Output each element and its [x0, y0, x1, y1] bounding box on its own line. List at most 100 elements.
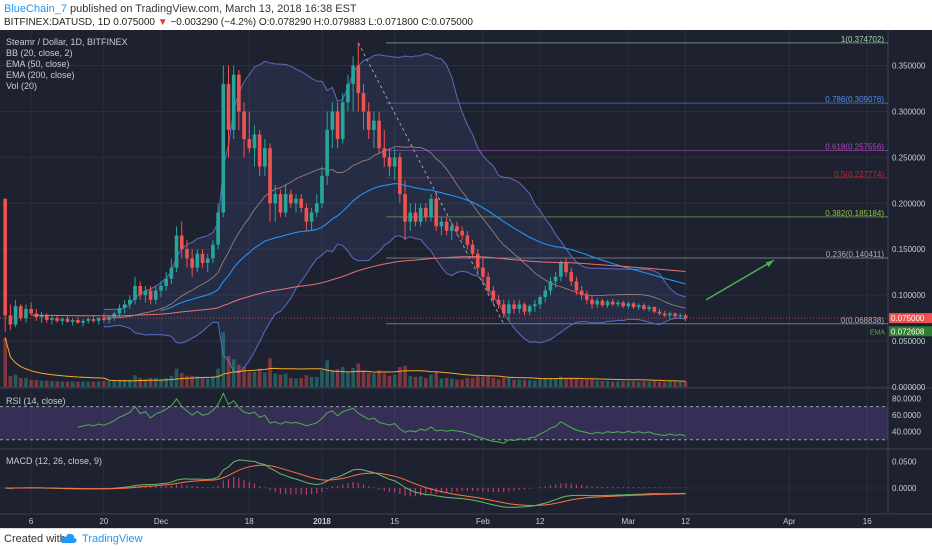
candle-body — [533, 304, 537, 306]
candle-body — [678, 315, 682, 316]
macd-histogram-bar — [353, 482, 354, 488]
indicator-ema200[interactable]: EMA (200, close) — [6, 70, 75, 80]
macd-histogram-bar — [456, 488, 457, 492]
chart-svg[interactable]: 1(0.374702)0.786(0.309076)0.618(0.257556… — [0, 30, 932, 528]
macd-histogram-bar — [462, 488, 463, 491]
candle-body — [128, 300, 132, 305]
fib-level-label: 0(0.068838) — [841, 316, 884, 325]
macd-histogram-bar — [321, 488, 322, 492]
candle-body — [440, 222, 444, 227]
macd-histogram-bar — [394, 488, 395, 493]
candle — [50, 315, 54, 324]
volume-bar — [533, 380, 537, 387]
macd-label[interactable]: MACD (12, 26, close, 9) — [6, 456, 102, 466]
candle — [92, 315, 96, 322]
macd-histogram-bar — [207, 487, 208, 488]
macd-histogram-bar — [223, 480, 224, 488]
chart-title: Steamr / Dollar, 1D, BITFINEX — [6, 37, 128, 47]
volume-bar — [19, 378, 23, 387]
candle-body — [507, 304, 511, 313]
candle-body — [310, 213, 314, 222]
candle — [3, 199, 7, 332]
candle-body — [356, 66, 360, 94]
rsi-label[interactable]: RSI (14, close) — [6, 396, 66, 406]
macd-histogram-bar — [160, 486, 161, 488]
ema-badge-short-label: EMA — [870, 329, 886, 336]
volume-bar — [585, 380, 589, 387]
candle-body — [673, 314, 677, 317]
volume-bar — [668, 381, 672, 387]
candle-body — [92, 319, 96, 321]
macd-histogram-bar — [623, 487, 624, 488]
candle-body — [123, 304, 127, 308]
macd-histogram-bar — [389, 488, 390, 492]
volume-bar — [201, 378, 205, 387]
candle-body — [388, 157, 392, 166]
volume-bar — [112, 381, 116, 387]
indicator-volume[interactable]: Vol (20) — [6, 81, 37, 91]
volume-bar — [138, 378, 142, 387]
volume-bar — [434, 371, 438, 387]
volume-bar — [3, 338, 7, 387]
macd-histogram-bar — [378, 488, 379, 489]
volume-bar — [621, 381, 625, 387]
volume-bar — [486, 376, 490, 387]
candle — [232, 66, 236, 139]
volume-bar — [637, 382, 641, 387]
candle-body — [112, 314, 116, 318]
price-tick-label: 0.150000 — [892, 245, 926, 254]
macd-histogram-bar — [446, 488, 447, 493]
candle-body — [372, 121, 376, 130]
volume-bar — [595, 381, 599, 387]
volume-bar — [403, 366, 407, 387]
macd-histogram-bar — [576, 484, 577, 488]
macd-line — [5, 460, 685, 507]
macd-histogram-bar — [410, 488, 411, 496]
macd-histogram-bar — [384, 488, 385, 491]
volume-bar — [211, 376, 215, 387]
indicator-bb[interactable]: BB (20, close, 2) — [6, 48, 73, 58]
price-change: −0.003290 (−4.2%) — [170, 17, 256, 28]
volume-bar — [414, 377, 418, 387]
volume-bar — [627, 381, 631, 387]
candle-body — [14, 306, 18, 324]
candle-body — [393, 157, 397, 166]
candle-body — [382, 148, 386, 157]
volume-bar — [429, 375, 433, 387]
last-price-badge: 0.075000 — [889, 313, 932, 323]
volume-bar — [29, 380, 33, 387]
macd-histogram-bar — [524, 488, 525, 490]
candle-body — [289, 194, 293, 203]
macd-histogram-bar — [186, 485, 187, 488]
macd-histogram-bar — [643, 487, 644, 488]
time-tick-label: Dec — [154, 517, 168, 526]
macd-histogram-bar — [482, 488, 483, 492]
candle-body — [3, 199, 7, 316]
macd-histogram-bar — [264, 487, 265, 488]
candle-body — [305, 208, 309, 222]
macd-pane: 0.05000.0000 — [0, 457, 917, 507]
macd-histogram-bar — [301, 488, 302, 494]
candle-body — [71, 320, 75, 322]
candle-body — [668, 314, 672, 316]
indicator-ema50[interactable]: EMA (50, close) — [6, 59, 70, 69]
volume-bar — [611, 381, 615, 387]
volume-bar — [325, 360, 329, 387]
macd-histogram-bar — [347, 483, 348, 488]
candle-body — [268, 148, 272, 203]
volume-bar — [517, 380, 521, 387]
macd-histogram-bar — [649, 487, 650, 488]
candle-body — [512, 304, 516, 309]
candle-body — [611, 302, 615, 305]
symbol-line: BITFINEX:DATUSD, 1D 0.075000 ▼ −0.003290… — [4, 17, 473, 28]
macd-histogram-bar — [550, 485, 551, 488]
macd-histogram-bar — [493, 488, 494, 492]
chart-area[interactable]: 1(0.374702)0.786(0.309076)0.618(0.257556… — [0, 30, 932, 528]
candle-body — [367, 111, 371, 129]
candle-body — [543, 291, 547, 297]
volume-bar — [60, 381, 64, 387]
tradingview-brand[interactable]: TradingView — [82, 533, 143, 545]
author-link[interactable]: BlueChain_7 — [4, 3, 67, 15]
macd-histogram-bar — [441, 488, 442, 493]
candle-body — [221, 84, 225, 213]
